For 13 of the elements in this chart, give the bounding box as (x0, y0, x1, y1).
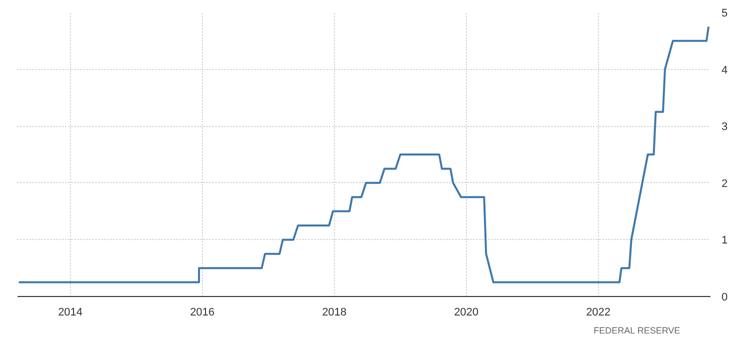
y-tick-label: 2 (722, 178, 728, 190)
y-tick-label: 1 (722, 234, 728, 247)
y-tick-label: 5 (722, 8, 728, 20)
x-tick-label: 2016 (190, 306, 215, 318)
x-tick-label: 2022 (586, 306, 611, 318)
x-tick-label: 2020 (454, 306, 479, 318)
x-tick-label: 2014 (58, 306, 83, 318)
y-tick-label: 4 (722, 64, 728, 76)
x-tick-label: 2018 (322, 306, 347, 318)
text: FEDERAL RESERVE (594, 326, 680, 336)
line-series (18, 26, 710, 284)
y-tick-label: 3 (722, 121, 728, 134)
y-tick-label: 0 (722, 292, 728, 304)
